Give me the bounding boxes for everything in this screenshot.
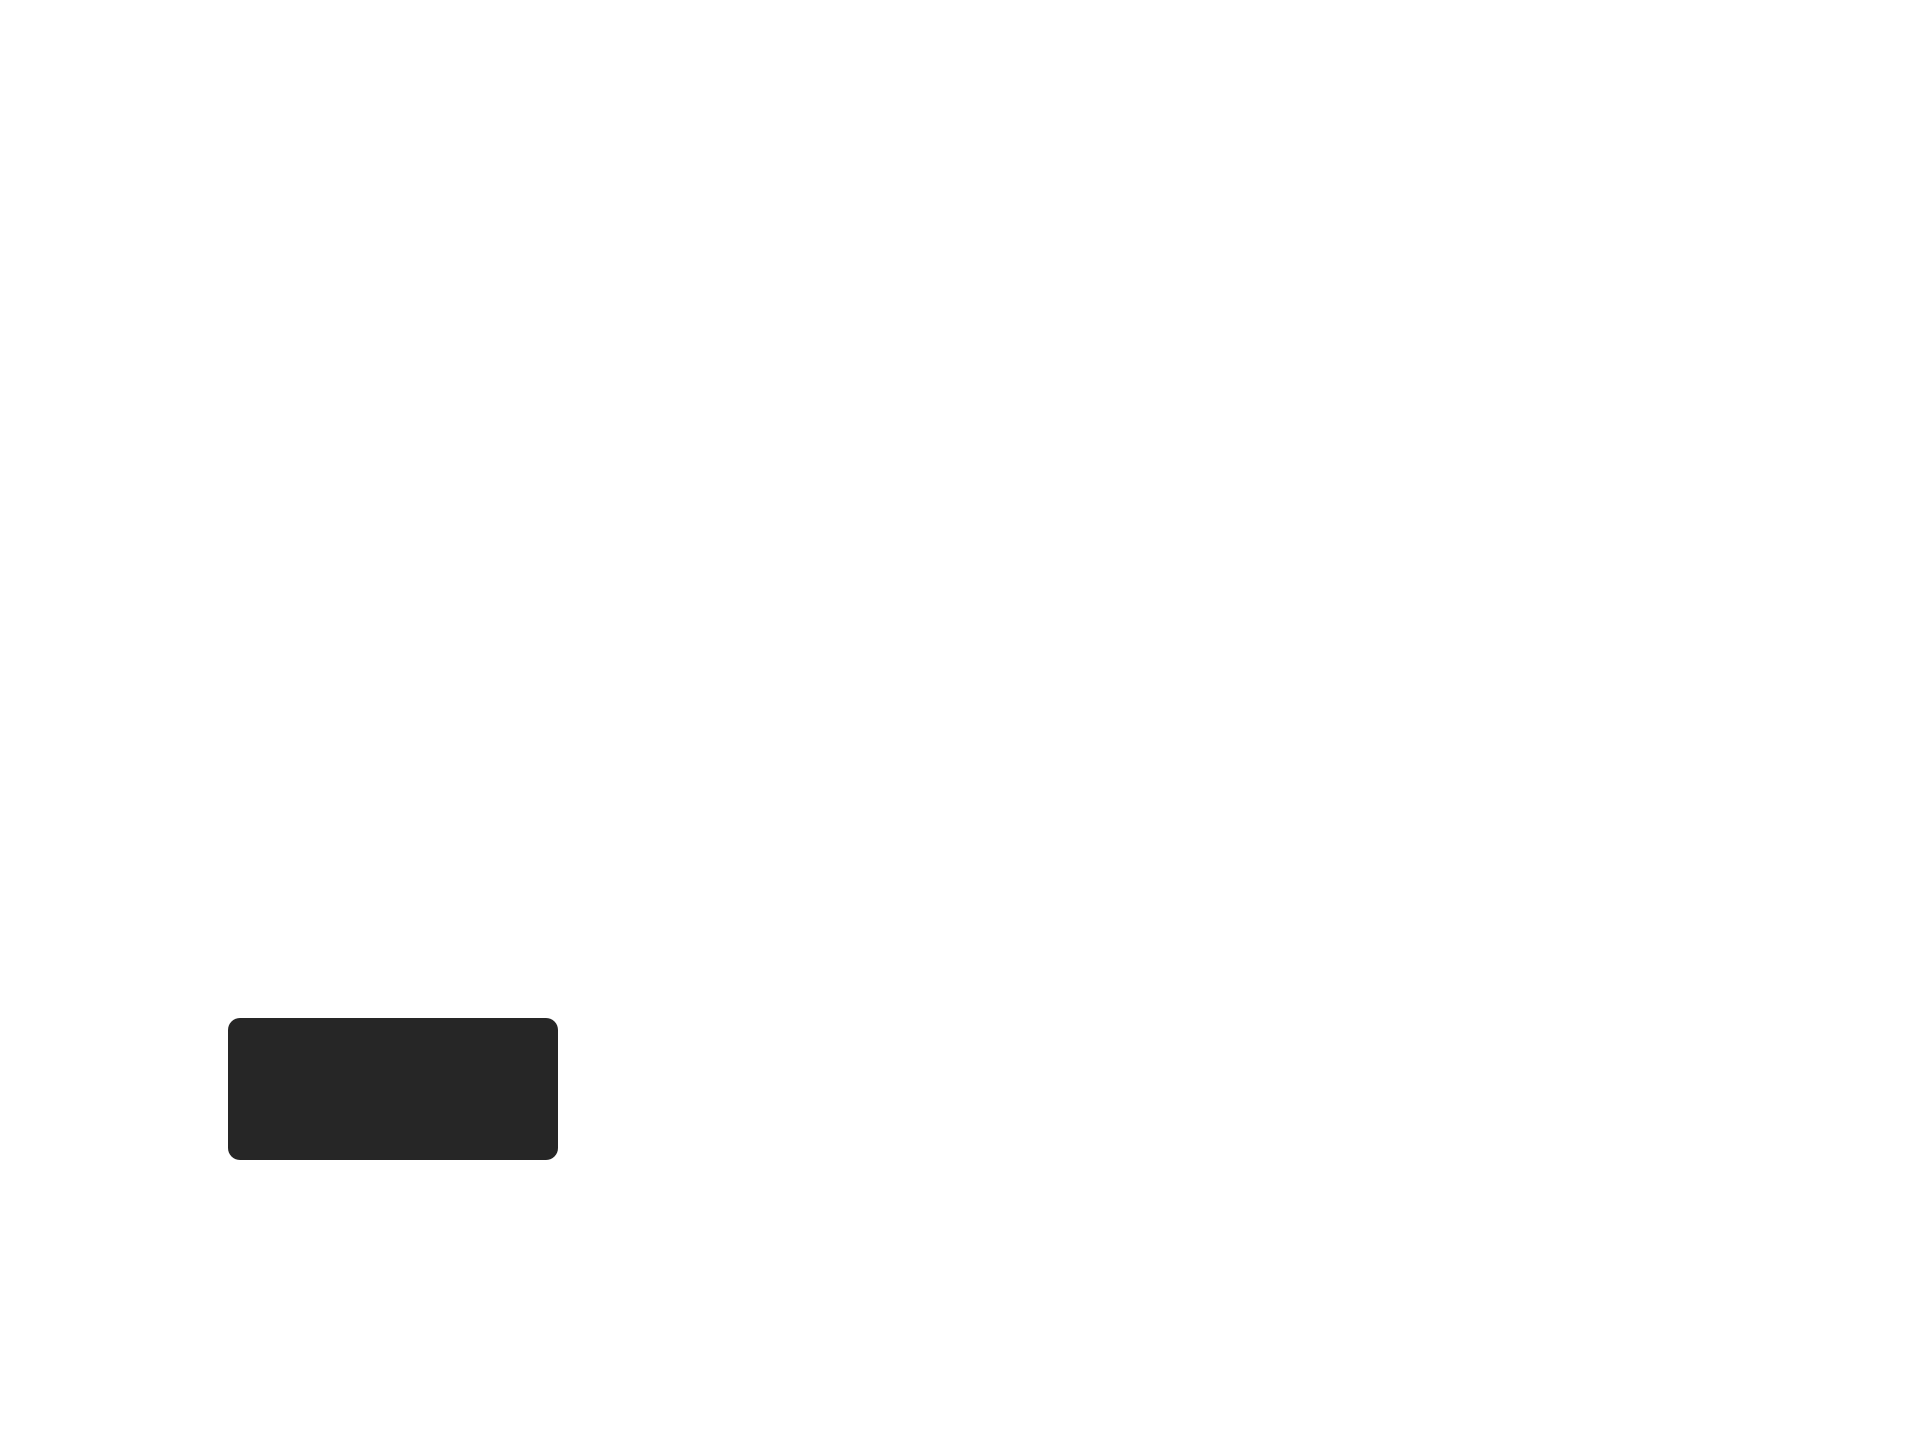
legend-box — [228, 1018, 558, 1160]
legend — [228, 1018, 558, 1160]
axes-frame — [210, 111, 1843, 1178]
